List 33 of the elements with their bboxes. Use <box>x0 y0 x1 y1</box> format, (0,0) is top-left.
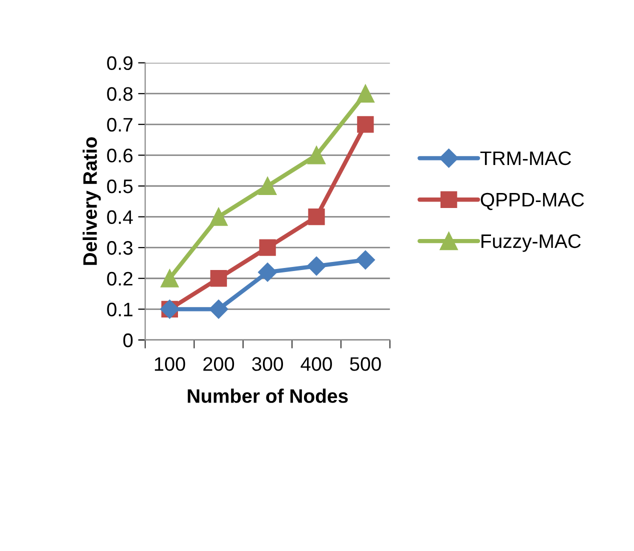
point <box>356 84 374 103</box>
x-tick-label: 100 <box>154 357 186 371</box>
y-tick-label: 0.1 <box>107 302 132 316</box>
point <box>307 146 326 164</box>
point <box>160 269 179 288</box>
legend-label: QPPD-MAC <box>480 192 584 210</box>
y-axis-title: Delivery Ratio <box>82 137 101 265</box>
y-tick-label: 0 <box>123 333 133 348</box>
point <box>210 270 227 287</box>
point <box>209 300 228 319</box>
y-tick-label: 0.4 <box>107 210 133 224</box>
point <box>306 256 326 276</box>
point <box>356 250 375 270</box>
x-tick-label: 200 <box>203 357 234 371</box>
y-tick-label: 0.6 <box>107 148 133 162</box>
x-tick-label: 500 <box>350 357 381 371</box>
legend-label: TRM-MAC <box>480 151 571 166</box>
point <box>308 208 325 226</box>
legend-label: Fuzzy-MAC <box>482 234 581 252</box>
point <box>258 176 277 196</box>
point <box>210 208 228 226</box>
y-tick-label: 0.3 <box>107 241 133 255</box>
point <box>258 262 278 282</box>
point <box>357 116 374 133</box>
x-axis-title: Number of Nodes <box>188 388 348 403</box>
y-tick-label: 0.7 <box>107 118 132 132</box>
y-tick-label: 0.9 <box>107 56 132 70</box>
x-tick-label: 300 <box>252 357 284 371</box>
y-tick-label: 0.8 <box>107 87 133 101</box>
y-tick-label: 0.5 <box>107 179 133 194</box>
x-tick-label: 400 <box>300 357 332 371</box>
point <box>259 239 276 256</box>
y-tick-label: 0.2 <box>107 272 132 286</box>
